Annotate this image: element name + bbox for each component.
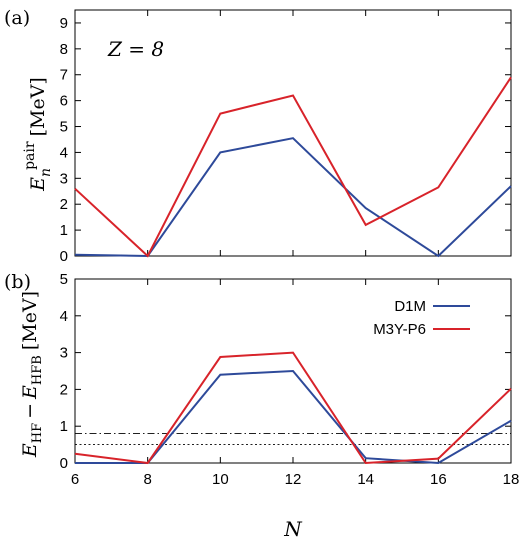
- y-tick-label: 2: [60, 196, 68, 213]
- y-tick-label: 5: [60, 271, 68, 288]
- panel-a-label: (a): [4, 7, 30, 29]
- series-line-d1m: [74, 137, 512, 258]
- x-tick-label: 8: [143, 471, 151, 488]
- legend-label-d1m: D1M: [394, 298, 426, 315]
- panel-b-ylabel: EHF−EHFB[MeV]: [19, 291, 45, 458]
- panel-a-ylabel: Enpair [MeV]: [22, 77, 54, 192]
- y-tick-label: 5: [60, 119, 68, 136]
- y-tick-label: 7: [60, 67, 68, 84]
- panel-a-ylabel-main: E: [27, 177, 49, 192]
- panel-a-ylabel-unit: [MeV]: [27, 77, 49, 136]
- y-tick-label: 8: [60, 41, 68, 58]
- series-line-d1m: [75, 369, 512, 465]
- x-tick-label: 16: [430, 471, 447, 488]
- panel-b-ylabel-b-sub: HFB: [30, 355, 45, 385]
- y-tick-label: 3: [60, 345, 68, 362]
- series-line-m3y-p6: [74, 76, 512, 258]
- panel-b-xlabel: N: [283, 517, 303, 541]
- y-tick-label: 1: [60, 222, 68, 239]
- panel-a-pairing-energy: 0 1 2 3 4 5 6 7 8 9 (a) Z = 8 Enpair [MeV]: [4, 7, 512, 265]
- series-line-m3y-p6: [74, 351, 512, 465]
- x-tick-label: 6: [71, 471, 79, 488]
- legend-label-m3y-p6: M3Y-P6: [373, 321, 426, 338]
- y-tick-label: 0: [60, 455, 68, 472]
- panel-a-ticks: 0 1 2 3 4 5 6 7 8 9: [60, 10, 512, 265]
- panel-b-ylabel-unit: [MeV]: [19, 291, 41, 350]
- y-tick-label: 4: [60, 308, 68, 325]
- x-tick-label: 12: [285, 471, 302, 488]
- y-tick-label: 1: [60, 418, 68, 435]
- y-tick-label: 3: [60, 170, 68, 187]
- panel-b-series: [74, 351, 512, 465]
- panel-b-ylabel-b: E: [19, 385, 41, 400]
- panel-b-reference-lines: [75, 433, 511, 446]
- y-tick-label: 9: [60, 15, 68, 32]
- panel-b-ylabel-minus: −: [19, 403, 41, 419]
- y-tick-label: 2: [60, 381, 68, 398]
- panel-b-label: (b): [4, 271, 31, 293]
- y-tick-label: 4: [60, 144, 68, 161]
- x-tick-label: 18: [503, 471, 520, 488]
- panel-b-ylabel-a-sub: HF: [30, 423, 45, 443]
- legend: D1M M3Y-P6: [373, 298, 470, 338]
- x-tick-label: 14: [357, 471, 374, 488]
- panel-a-ylabel-sup: pair: [22, 141, 38, 170]
- panel-b-ylabel-a: E: [19, 443, 41, 458]
- panel-a-annotation: Z = 8: [107, 37, 164, 61]
- y-tick-label: 6: [60, 93, 68, 110]
- x-tick-label: 10: [212, 471, 229, 488]
- panel-a-series: [74, 76, 512, 258]
- panel-a-ylabel-sub: n: [38, 168, 54, 177]
- y-tick-label: 0: [60, 248, 68, 265]
